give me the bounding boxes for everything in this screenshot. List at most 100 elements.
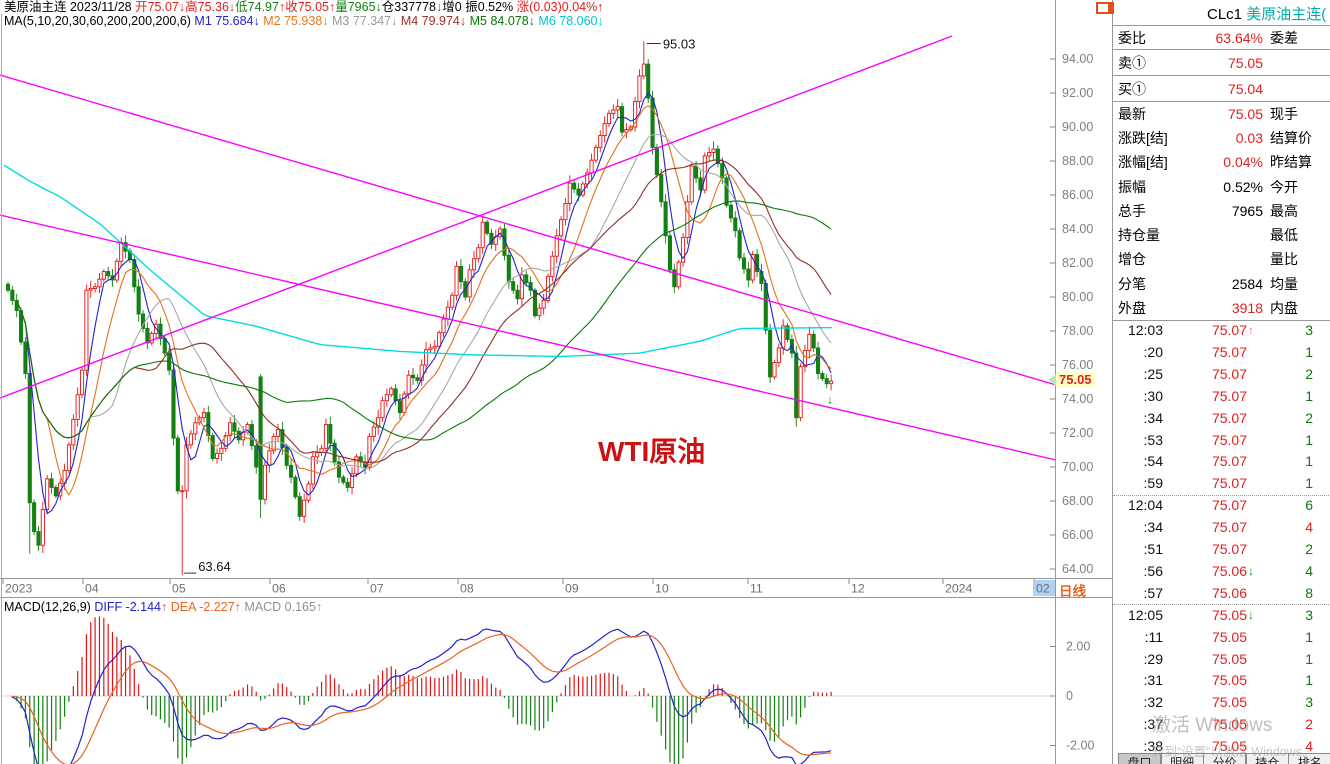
value-token: DIFF -2.144 (94, 600, 161, 614)
candle-body (297, 496, 302, 517)
candle-body (785, 325, 790, 340)
value-token: 涨(0.03)0.04% (516, 0, 598, 14)
tick-time: :29 (1143, 650, 1163, 667)
time-axis-label: 05 (172, 582, 186, 596)
tick-volume: 2 (1305, 541, 1313, 557)
price-axis-label: 78.00 (1062, 324, 1093, 338)
quote-row: 卖① 75.05 (1113, 50, 1330, 76)
panel-tab-3[interactable]: 分价 (1203, 753, 1247, 764)
candle-body (349, 473, 355, 488)
tick-row: :31 75.05 1 (1113, 670, 1330, 692)
candle-body (541, 299, 546, 309)
candle-body (336, 461, 342, 478)
macd-axis-label: 2.00 (1066, 639, 1090, 653)
candle-body (445, 306, 450, 320)
tick-volume: 3 (1305, 694, 1313, 711)
candle-body (27, 373, 32, 504)
tick-price: 75.05 (1211, 694, 1247, 711)
candle-body (75, 394, 80, 420)
candle-body (680, 237, 686, 263)
tick-row: :32 75.05 3 (1113, 692, 1330, 714)
tick-price: 75.05 (1211, 606, 1247, 623)
tick-price: 75.07 (1211, 409, 1247, 426)
panel-tab-1[interactable]: 盘口 (1118, 753, 1161, 764)
tick-row: :37 75.05 2 (1113, 714, 1330, 736)
divider (1113, 25, 1330, 26)
value-token: 仓337778 (381, 0, 436, 14)
candle-body (633, 101, 638, 128)
candle-body (672, 269, 677, 288)
candle-body (602, 123, 607, 136)
candle-body (149, 333, 154, 344)
price-axis-label: 80.00 (1062, 290, 1093, 304)
candle-body (467, 269, 472, 298)
period-tab-daily[interactable]: 日线 (1059, 584, 1086, 599)
candle-body (811, 333, 816, 349)
main-chart[interactable]: 95.03 63.64 ↓ 94.00 92.00 90.00 88.00 86.00 84.0… (0, 0, 1120, 764)
price-axis: 94.00 92.00 90.00 88.00 86.00 84.00 82.00 80.00… (1050, 52, 1093, 576)
value-token: MA(5,10,20,30,60,200,200,200,6) (4, 14, 195, 28)
quote-value: 0.03 (1235, 130, 1263, 146)
macd-values-bar: MACD(12,26,9) DIFF -2.144↑ DEA -2.227↑ M… (4, 600, 322, 614)
candle-body (741, 257, 747, 270)
candle-body (458, 265, 463, 283)
axis-label-highlight (1033, 580, 1055, 596)
quote-row: 最新 75.05 现手 (1113, 102, 1330, 126)
tick-volume: 1 (1305, 343, 1313, 360)
window-layout-icon[interactable] (1096, 2, 1114, 14)
tick-time: :20 (1143, 343, 1163, 360)
value-token: 低74.97 (235, 0, 279, 14)
candle-body (162, 338, 167, 354)
candle-body (380, 400, 385, 419)
candle-body (93, 286, 98, 289)
quote-row: 涨跌[结] 0.03 结算价 (1113, 126, 1330, 150)
tick-row: :25 75.07 2 (1113, 364, 1330, 386)
candle-body (576, 188, 581, 196)
candle-body (781, 325, 786, 349)
trend-line-3[interactable] (0, 35, 953, 399)
price-axis-label: 76.00 (1062, 358, 1093, 372)
instrument-title: CLc1 美原油主连( (1113, 3, 1330, 24)
panel-tab-2[interactable]: 明细 (1160, 753, 1204, 764)
value-token: 振0.52% (465, 0, 517, 14)
time-axis: 2023 04 05 06 07 08 09 10 11 12 2024 02 (2, 579, 1055, 596)
quote-label: 涨幅[结] (1118, 154, 1168, 170)
candle-body (611, 109, 616, 114)
trend-line-1[interactable] (0, 74, 1057, 386)
candle-body (798, 366, 803, 419)
value-token: ↓ (178, 0, 186, 14)
candle-body (711, 148, 716, 153)
quote-panel: CLc1 美原油主连( 委比 63.64% 委差 卖① 75.05 买① 75.04 最新 75… (1112, 0, 1330, 764)
tick-direction-icon: ↑ (1248, 323, 1254, 337)
panel-tab-5[interactable]: 排名 (1288, 753, 1330, 764)
candle-body (402, 393, 407, 414)
tick-time: :59 (1143, 475, 1163, 492)
candle-body (480, 221, 485, 249)
time-axis-label: 11 (750, 582, 763, 596)
tick-price: 75.07 (1211, 519, 1247, 536)
candle-body (585, 172, 590, 185)
low-annotation-label: 63.64 (198, 559, 231, 574)
candle-body (332, 442, 337, 463)
tick-price: 75.05 (1211, 650, 1247, 667)
candle-body (437, 332, 442, 347)
candle-body (5, 283, 11, 291)
quote-label: 卖① (1118, 55, 1146, 71)
tick-price: 75.07 (1211, 541, 1247, 557)
candle-body (432, 345, 437, 349)
quote-row: 买① 75.04 (1113, 76, 1330, 102)
panel-tab-4[interactable]: 持仓 (1245, 753, 1289, 764)
candle-body (49, 478, 54, 488)
tick-row: :59 75.07 1 (1113, 473, 1330, 495)
tick-time: :57 (1143, 584, 1163, 601)
candle-body (532, 289, 538, 317)
quote-label-secondary: 最高 (1270, 203, 1298, 219)
candle-body (258, 376, 263, 500)
candle-body (45, 478, 50, 510)
trend-line-2[interactable] (0, 214, 1057, 461)
quote-label: 委比 (1118, 30, 1146, 46)
quote-label: 持仓量 (1118, 227, 1160, 243)
tick-row: :38 75.05 4 (1113, 736, 1330, 758)
time-axis-label: 12 (851, 582, 865, 596)
quote-value: 7965 (1231, 203, 1263, 219)
